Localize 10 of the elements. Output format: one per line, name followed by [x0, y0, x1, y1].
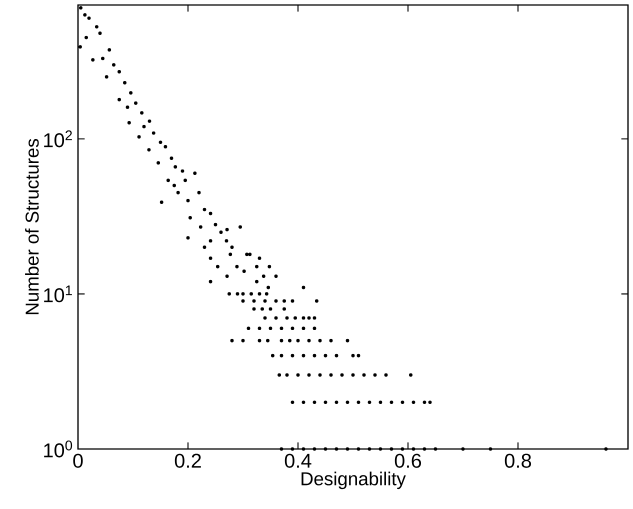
x-tick-label: 0.8 [504, 454, 532, 468]
x-axis-title: Designability [302, 472, 406, 490]
x-tick-label: 0 [73, 454, 83, 468]
x-tick-label: 0.2 [174, 454, 201, 468]
y-axis-title: Number of Structures [25, 138, 39, 314]
y-tick-label: 10$^{1}$ [44, 286, 72, 302]
x-tick-label: 0.6 [394, 454, 422, 468]
x-tick-label: 0.4 [284, 454, 312, 468]
y-tick-label: 10$^{0}$ [44, 440, 72, 458]
y-tick-label: 10$^{2}$ [44, 130, 72, 148]
